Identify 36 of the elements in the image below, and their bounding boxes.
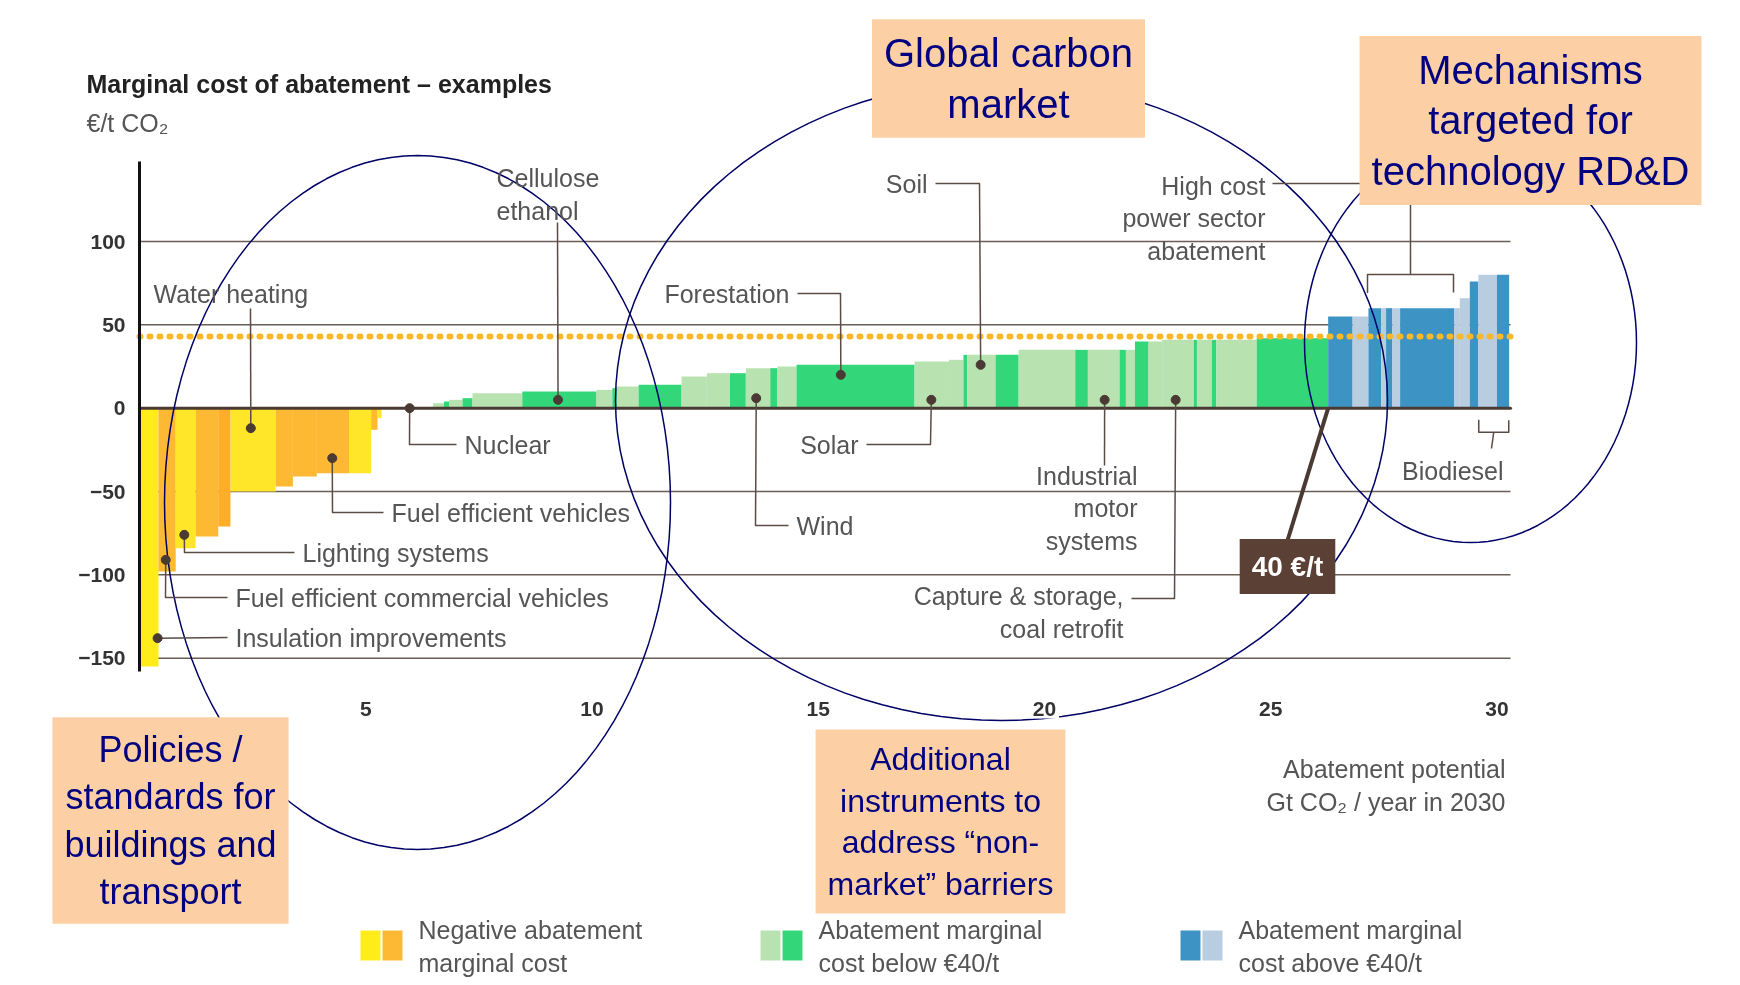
annotation: Solar [800, 430, 859, 459]
annotation: Forestation [664, 279, 790, 308]
x-tick-label: 30 [1485, 696, 1509, 720]
annotation: Fuel efficient commercial vehicles [235, 583, 609, 612]
annotation: Fuel efficient vehicles [391, 498, 631, 527]
legend-label: Abatement marginal cost above €40/t [1238, 916, 1463, 977]
text: Policies / standards for buildings and transport [64, 729, 277, 912]
y-axis-title: €/t CO₂ [86, 108, 169, 137]
y-tick-label: −50 [89, 479, 126, 503]
y-tick-label: 50 [102, 312, 126, 336]
annotation: High cost power sector abatement [1122, 172, 1266, 265]
annotation: Wind [796, 511, 854, 540]
annotation: Mechanisms targeted for technology RD&D [1371, 47, 1690, 194]
annotation: Nuclear [464, 430, 551, 459]
legend-label: Negative abatement marginal cost [418, 916, 643, 977]
x-axis-title: Abatement potential Gt CO₂ / year in 2030 [1266, 755, 1506, 816]
text: Global carbon market [883, 31, 1134, 126]
chart-title: Marginal cost of abatement – examples [86, 69, 552, 98]
y-tick-label: −100 [78, 562, 126, 586]
annotation: Lighting systems [302, 538, 489, 567]
annotation: Capture & storage, coal retrofit [913, 582, 1124, 643]
annotation: 40 €/t [1251, 551, 1324, 582]
text: Additional instruments to address “non-market” barriers [827, 741, 1054, 902]
y-tick-label: 0 [113, 396, 126, 420]
annotation: Insulation improvements [235, 623, 507, 652]
x-tick-label: 15 [806, 696, 831, 720]
y-tick-label: 100 [90, 229, 126, 253]
y-tick-label: −150 [78, 646, 126, 670]
x-tick-label: 10 [580, 696, 604, 720]
legend-label: Abatement marginal cost below €40/t [818, 916, 1043, 977]
x-tick-label: 20 [1032, 696, 1057, 720]
x-tick-label: 25 [1259, 696, 1283, 720]
annotation: Biodiesel [1402, 456, 1504, 485]
annotation: Soil [885, 169, 928, 198]
annotation: Industrial motor systems [1036, 462, 1138, 555]
x-tick-label: 5 [359, 696, 372, 720]
